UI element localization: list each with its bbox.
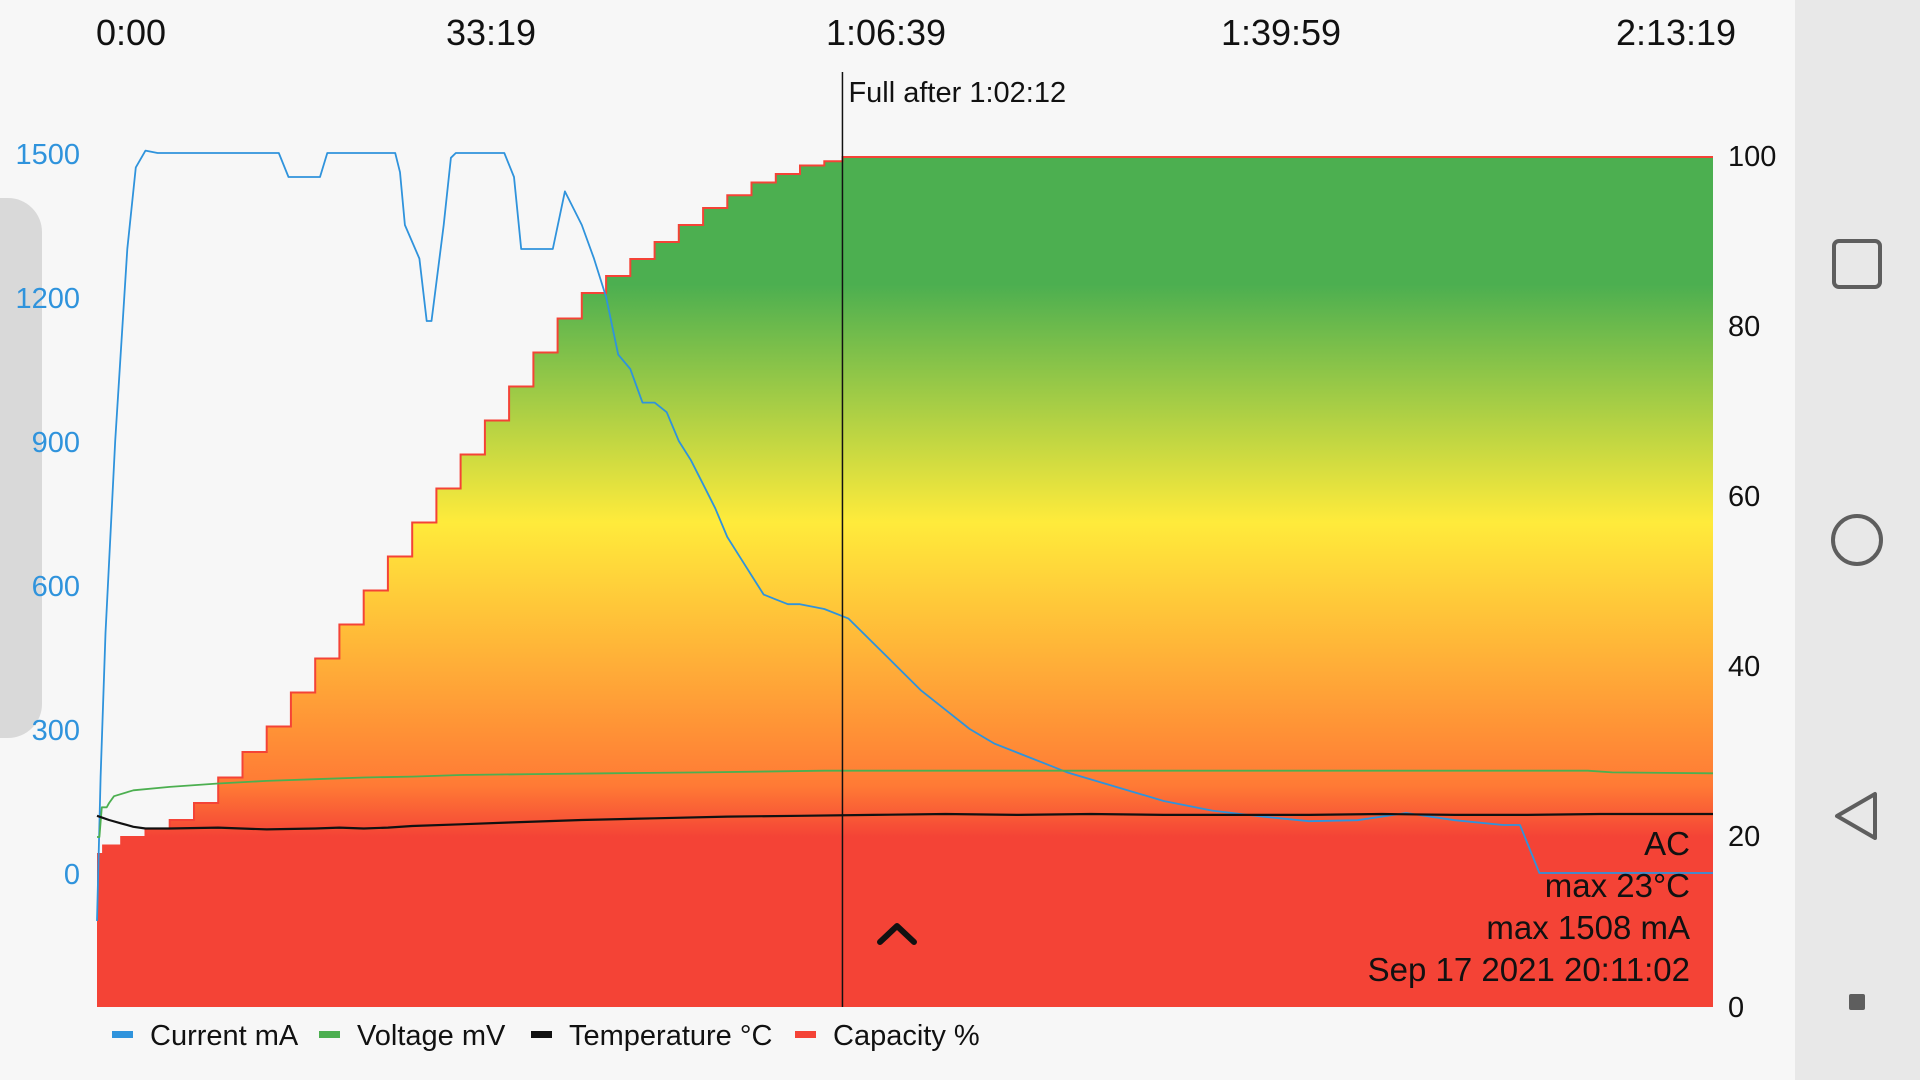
legend-swatch (112, 1031, 133, 1038)
legend-swatch (531, 1031, 552, 1038)
temperature-line (96, 812, 1713, 831)
side-drawer-handle[interactable] (0, 198, 42, 738)
legend-label: Capacity % (833, 1020, 980, 1052)
right-tick-label: 80 (1728, 311, 1760, 343)
home-circle-icon[interactable] (1827, 510, 1887, 570)
right-tick-label: 60 (1728, 481, 1760, 513)
legend-label: Voltage mV (357, 1020, 506, 1052)
legend-swatch (795, 1031, 816, 1038)
voltage-line (97, 769, 1714, 838)
x-tick-label: 1:06:39 (826, 12, 946, 53)
recents-square-icon[interactable] (1827, 234, 1887, 294)
info-line: max 23°C (1545, 867, 1690, 904)
info-line: AC (1644, 825, 1690, 862)
left-tick-label: 1200 (15, 283, 80, 315)
info-line: Sep 17 2021 20:11:02 (1368, 951, 1690, 988)
left-tick-label: 1500 (15, 139, 80, 171)
left-tick-label: 300 (32, 715, 80, 747)
right-tick-label: 0 (1728, 992, 1744, 1024)
legend-label: Current mA (150, 1020, 299, 1052)
capacity-area (97, 157, 1713, 1007)
right-tick-label: 20 (1728, 821, 1760, 853)
chevron-up-icon[interactable] (872, 912, 922, 952)
back-triangle-icon[interactable] (1827, 786, 1887, 846)
x-tick-label: 33:19 (446, 12, 536, 53)
battery-chart: Full after 1:02:12 0:00 33:19 1:06:39 1:39:… (0, 12, 1776, 1052)
x-tick-label: 1:39:59 (1221, 12, 1341, 53)
full-marker-label: Full after 1:02:12 (848, 77, 1066, 109)
legend-label: Temperature °C (569, 1020, 772, 1052)
info-line: max 1508 mA (1486, 909, 1690, 946)
capacity-line (97, 156, 1713, 855)
right-tick-label: 40 (1728, 651, 1760, 683)
keyboard-dot-icon[interactable] (1849, 994, 1865, 1010)
left-tick-label: 600 (32, 571, 80, 603)
legend-swatch (319, 1031, 340, 1038)
left-tick-label: 900 (32, 427, 80, 459)
x-tick-label: 0:00 (96, 12, 166, 53)
current-line (96, 149, 1713, 922)
chart-canvas: Full after 1:02:12 0:00 33:19 1:06:39 1:39:… (15, 12, 1776, 1052)
left-tick-label: 0 (64, 859, 80, 891)
x-tick-label: 2:13:19 (1616, 12, 1736, 53)
navigation-bar (1795, 0, 1920, 1080)
right-tick-label: 100 (1728, 141, 1776, 173)
